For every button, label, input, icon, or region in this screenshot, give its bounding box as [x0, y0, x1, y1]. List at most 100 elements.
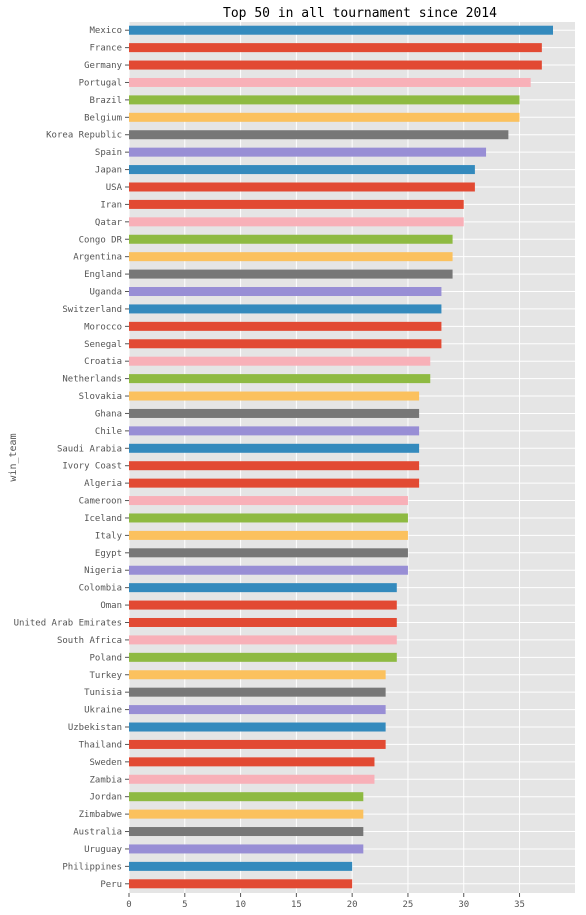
- y-tick-label: Ivory Coast: [62, 462, 122, 472]
- x-tick-label: 20: [347, 900, 358, 910]
- bar-turkey: [129, 670, 386, 680]
- bar-iran: [129, 199, 464, 209]
- y-tick-label: Germany: [84, 61, 123, 71]
- y-tick-label: Uzbekistan: [68, 723, 122, 733]
- bar-sweden: [129, 757, 375, 767]
- y-tick-label: Ghana: [95, 409, 122, 419]
- y-tick-label: Nigeria: [84, 566, 122, 576]
- y-tick-label: Korea Republic: [46, 131, 122, 141]
- bar-netherlands: [129, 374, 431, 384]
- y-tick-label: Uganda: [89, 288, 122, 298]
- y-tick-labels: Mexico France Germany Portugal Brazil Belgium…: [14, 26, 129, 890]
- y-tick-label: Zimbabwe: [79, 810, 122, 820]
- bar-italy: [129, 530, 408, 540]
- y-tick-label: England: [84, 270, 122, 280]
- y-tick-label: Chile: [95, 427, 122, 437]
- bar-morocco: [129, 321, 442, 331]
- y-tick-label: Uruguay: [84, 845, 123, 855]
- bar-uruguay: [129, 844, 364, 854]
- y-tick-label: Italy: [95, 531, 123, 541]
- bar-france: [129, 43, 542, 53]
- bar-philippines: [129, 861, 353, 871]
- bar-saudi-arabia: [129, 443, 420, 453]
- y-tick-label: Thailand: [79, 740, 122, 750]
- bar-cameroon: [129, 496, 408, 506]
- bar-jordan: [129, 792, 364, 802]
- bar-colombia: [129, 583, 397, 593]
- y-tick-label: United Arab Emirates: [14, 618, 122, 628]
- y-tick-label: Saudi Arabia: [57, 444, 122, 454]
- bar-belgium: [129, 112, 520, 122]
- bar-algeria: [129, 478, 420, 488]
- bar-congo-dr: [129, 234, 453, 244]
- y-tick-label: Zambia: [89, 775, 122, 785]
- y-tick-label: Brazil: [89, 96, 122, 106]
- bar-england: [129, 269, 453, 279]
- y-axis-label: win_team: [8, 433, 19, 481]
- bar-ivory-coast: [129, 461, 420, 471]
- bars: [129, 25, 553, 889]
- x-tick-label: 25: [403, 900, 414, 910]
- bar-egypt: [129, 548, 408, 558]
- x-tick-label: 35: [514, 900, 525, 910]
- y-tick-label: Philippines: [62, 862, 122, 872]
- bar-korea-republic: [129, 130, 509, 140]
- bar-united-arab-emirates: [129, 617, 397, 627]
- y-tick-label: Ukraine: [84, 706, 122, 716]
- bar-ukraine: [129, 705, 386, 715]
- bar-qatar: [129, 217, 464, 227]
- y-tick-label: Netherlands: [62, 375, 122, 385]
- x-tick-label: 5: [182, 900, 187, 910]
- bar-zimbabwe: [129, 809, 364, 819]
- y-tick-label: Argentina: [73, 253, 122, 263]
- y-tick-label: Portugal: [79, 78, 122, 88]
- bar-germany: [129, 60, 542, 70]
- bar-iceland: [129, 513, 408, 523]
- y-tick-label: Japan: [95, 166, 122, 176]
- y-tick-label: Egypt: [95, 549, 122, 559]
- x-tick-label: 10: [235, 900, 246, 910]
- bar-thailand: [129, 739, 386, 749]
- y-tick-label: Colombia: [79, 584, 122, 594]
- y-tick-label: Mexico: [89, 26, 122, 36]
- y-tick-label: France: [89, 44, 122, 54]
- bar-ghana: [129, 408, 420, 418]
- y-tick-label: Sweden: [89, 758, 122, 768]
- y-tick-label: Cameroon: [79, 497, 122, 507]
- y-tick-label: Oman: [100, 601, 122, 611]
- bar-oman: [129, 600, 397, 610]
- y-tick-label: Morocco: [84, 322, 122, 332]
- bar-switzerland: [129, 304, 442, 314]
- y-tick-label: Poland: [89, 653, 122, 663]
- bar-mexico: [129, 25, 553, 35]
- bar-zambia: [129, 774, 375, 784]
- x-tick-label: 15: [291, 900, 302, 910]
- y-tick-label: Jordan: [89, 793, 122, 803]
- x-tick-labels: 0 5 10 15 20 25 30 35: [126, 893, 525, 910]
- y-tick-label: Qatar: [95, 218, 123, 228]
- y-tick-label: Turkey: [89, 671, 122, 681]
- bar-argentina: [129, 252, 453, 262]
- y-tick-label: Peru: [100, 880, 122, 890]
- bar-senegal: [129, 339, 442, 349]
- bar-usa: [129, 182, 475, 192]
- bar-chile: [129, 426, 420, 436]
- y-tick-label: South Africa: [57, 636, 122, 646]
- bar-poland: [129, 652, 397, 662]
- bar-croatia: [129, 356, 431, 366]
- y-tick-label: USA: [106, 183, 123, 193]
- bar-portugal: [129, 77, 531, 87]
- y-tick-label: Algeria: [84, 479, 122, 489]
- bar-peru: [129, 879, 353, 889]
- y-tick-label: Iran: [100, 200, 122, 210]
- y-tick-label: Congo DR: [79, 235, 123, 245]
- y-tick-label: Australia: [73, 828, 122, 838]
- y-tick-label: Iceland: [84, 514, 122, 524]
- y-tick-label: Slovakia: [79, 392, 122, 402]
- bar-nigeria: [129, 565, 408, 575]
- bar-uganda: [129, 287, 442, 297]
- y-tick-label: Belgium: [84, 113, 122, 123]
- bar-spain: [129, 147, 487, 157]
- y-tick-label: Spain: [95, 148, 122, 158]
